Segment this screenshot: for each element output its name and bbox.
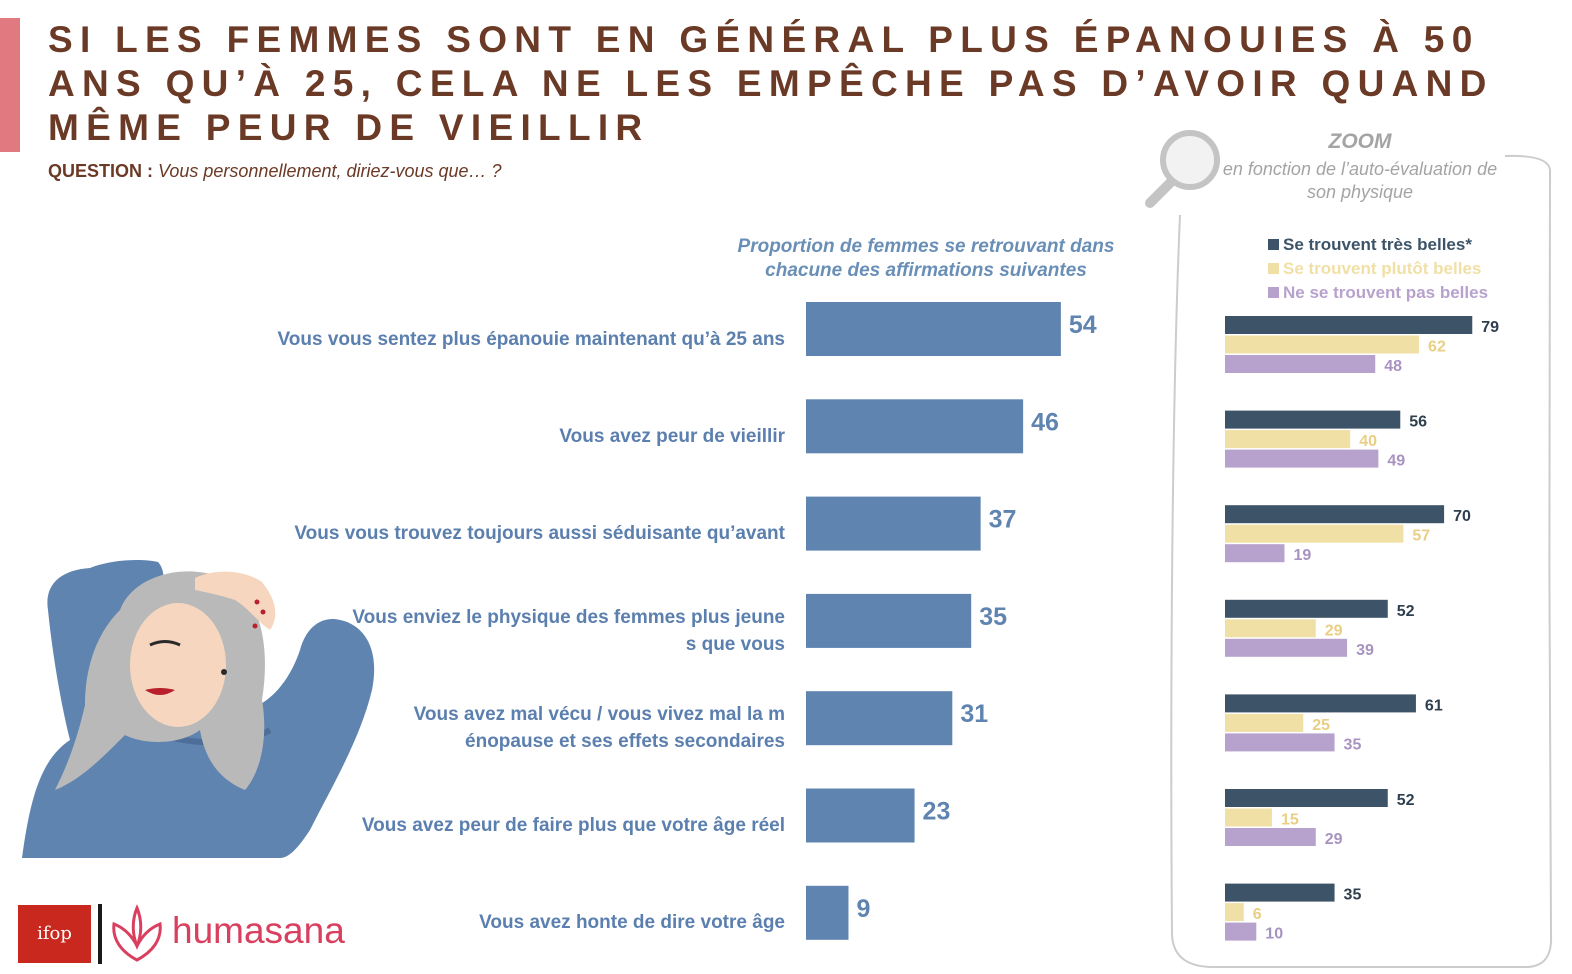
magnifier-icon (1145, 130, 1220, 208)
zoom-value-label-g3-s2: 57 (1412, 528, 1430, 545)
main-chart-subtitle: Proportion de femmes se retrouvant dans … (737, 236, 1115, 281)
zoom-bar-g5-s3 (1225, 733, 1335, 752)
main-value-label-1: 54 (1069, 311, 1097, 339)
main-value-label-7: 9 (856, 895, 870, 923)
legend-label: Ne se trouvent pas belles (1283, 283, 1489, 302)
question-label: QUESTION : (48, 161, 154, 181)
legend-label: Se trouvent plutôt belles (1283, 259, 1482, 278)
zoom-bar-g1-s1 (1225, 316, 1473, 334)
zoom-value-label-g4-s3: 39 (1356, 642, 1374, 659)
zoom-bar-g4-s1 (1225, 599, 1388, 618)
category-label-4: Vous enviez le physique des femmes plus … (352, 606, 785, 655)
zoom-subtitle: en fonction de l’auto-évaluation de son … (1222, 159, 1498, 202)
zoom-bar-g2-s3 (1225, 449, 1379, 468)
zoom-bar-g6-s2 (1225, 808, 1272, 827)
legend-item-1: Se trouvent très belles* (1268, 235, 1472, 255)
hands-icon (195, 571, 276, 630)
category-label-6: Vous avez peur de faire plus que votre â… (361, 815, 785, 836)
zoom-bar-g2-s1 (1225, 410, 1401, 429)
main-value-label-6: 23 (923, 798, 951, 826)
main-value-label-2: 46 (1031, 408, 1059, 436)
zoom-bar-g5-s1 (1225, 694, 1416, 713)
zoom-value-label-g2-s3: 49 (1387, 453, 1405, 470)
zoom-bar-g3-s3 (1225, 544, 1285, 563)
zoom-value-label-g4-s1: 52 (1397, 603, 1415, 620)
accent-bar (0, 18, 20, 152)
zoom-bar-g1-s3 (1225, 355, 1376, 373)
zoom-bar-g6-s1 (1225, 789, 1388, 807)
zoom-bar-g7-s3 (1225, 922, 1257, 941)
main-bar-6 (806, 788, 915, 843)
question-text: Vous personnellement, diriez-vous que… ? (158, 161, 502, 181)
zoom-bar-g7-s1 (1225, 883, 1335, 902)
zoom-bar-g5-s2 (1225, 713, 1304, 732)
zoom-bar-g4-s2 (1225, 619, 1316, 638)
question: QUESTION : Vous personnellement, diriez-… (48, 161, 502, 182)
zoom-value-label-g6-s1: 52 (1397, 792, 1415, 809)
zoom-value-label-g5-s3: 35 (1344, 736, 1362, 753)
zoom-value-label-g3-s1: 70 (1453, 508, 1471, 525)
zoom-value-label-g7-s1: 35 (1344, 887, 1362, 904)
main-value-label-3: 37 (989, 506, 1017, 534)
category-label-5: Vous avez mal vécu / vous vivez mal la m… (413, 704, 785, 753)
legend-swatch (1268, 239, 1279, 250)
humasana-lotus-icon (112, 904, 162, 962)
category-label-1: Vous vous sentez plus épanouie maintenan… (277, 328, 786, 350)
zoom-bar-g3-s2 (1225, 524, 1404, 543)
zoom-value-label-g6-s3: 29 (1325, 831, 1343, 848)
main-value-label-5: 31 (960, 700, 988, 728)
zoom-title: ZOOM (1328, 130, 1392, 153)
main-bar-7 (806, 885, 849, 940)
ifop-logo: ifop (18, 905, 91, 963)
zoom-value-label-g5-s2: 25 (1312, 717, 1330, 734)
zoom-value-label-g1-s1: 79 (1481, 319, 1499, 336)
main-bar-3 (806, 496, 981, 551)
main-bar-1 (806, 302, 1061, 356)
logos: ifop humasana (18, 902, 358, 964)
legend-swatch (1268, 287, 1279, 298)
woman-illustration (22, 560, 375, 858)
zoom-value-label-g4-s2: 29 (1325, 622, 1343, 639)
zoom-bar-g7-s2 (1225, 903, 1244, 922)
zoom-value-label-g1-s2: 62 (1428, 339, 1446, 356)
main-bar-4 (806, 593, 972, 648)
zoom-bar-g6-s3 (1225, 828, 1316, 846)
main-bar-5 (806, 691, 953, 746)
zoom-value-label-g7-s3: 10 (1265, 926, 1283, 943)
page-title: SI LES FEMMES SONT EN GÉNÉRAL PLUS ÉPANO… (48, 19, 1494, 148)
zoom-panel-border (1170, 154, 1553, 968)
zoom-value-label-g3-s3: 19 (1293, 547, 1311, 564)
zoom-bar-g3-s1 (1225, 505, 1445, 524)
humasana-logo: humasana (172, 910, 345, 951)
legend-swatch (1268, 263, 1279, 274)
category-label-2: Vous avez peur de vieillir (559, 425, 785, 447)
zoom-value-label-g2-s1: 56 (1409, 414, 1427, 431)
legend-item-3: Ne se trouvent pas belles (1268, 283, 1488, 303)
zoom-value-label-g5-s1: 61 (1425, 697, 1443, 714)
category-label-7: Vous avez honte de dire votre âge (479, 912, 785, 934)
zoom-bar-g2-s2 (1225, 430, 1351, 449)
legend-label: Se trouvent très belles* (1283, 235, 1472, 254)
zoom-value-label-g1-s3: 48 (1384, 358, 1402, 375)
logo-divider (98, 904, 102, 964)
zoom-bar-g1-s2 (1225, 335, 1420, 354)
category-label-3: Vous vous trouvez toujours aussi séduisa… (294, 523, 785, 545)
main-value-label-4: 35 (979, 603, 1007, 631)
main-bar-2 (806, 399, 1024, 454)
zoom-value-label-g6-s2: 15 (1281, 812, 1299, 829)
zoom-bar-g4-s3 (1225, 638, 1348, 657)
legend-item-2: Se trouvent plutôt belles (1268, 259, 1481, 279)
face-icon (130, 603, 227, 727)
zoom-value-label-g7-s2: 6 (1253, 906, 1262, 923)
zoom-value-label-g2-s2: 40 (1359, 433, 1377, 450)
